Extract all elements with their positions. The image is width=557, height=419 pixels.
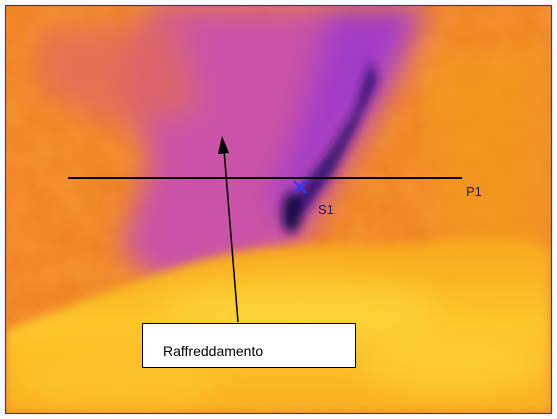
profile-label: P1 xyxy=(466,184,482,199)
thermal-image: P1 S1 Raffreddamento xyxy=(0,0,557,419)
spot-label: S1 xyxy=(318,202,334,217)
page: P1 S1 Raffreddamento (() => { const data… xyxy=(0,0,557,419)
callout-text: Raffreddamento xyxy=(163,343,263,359)
